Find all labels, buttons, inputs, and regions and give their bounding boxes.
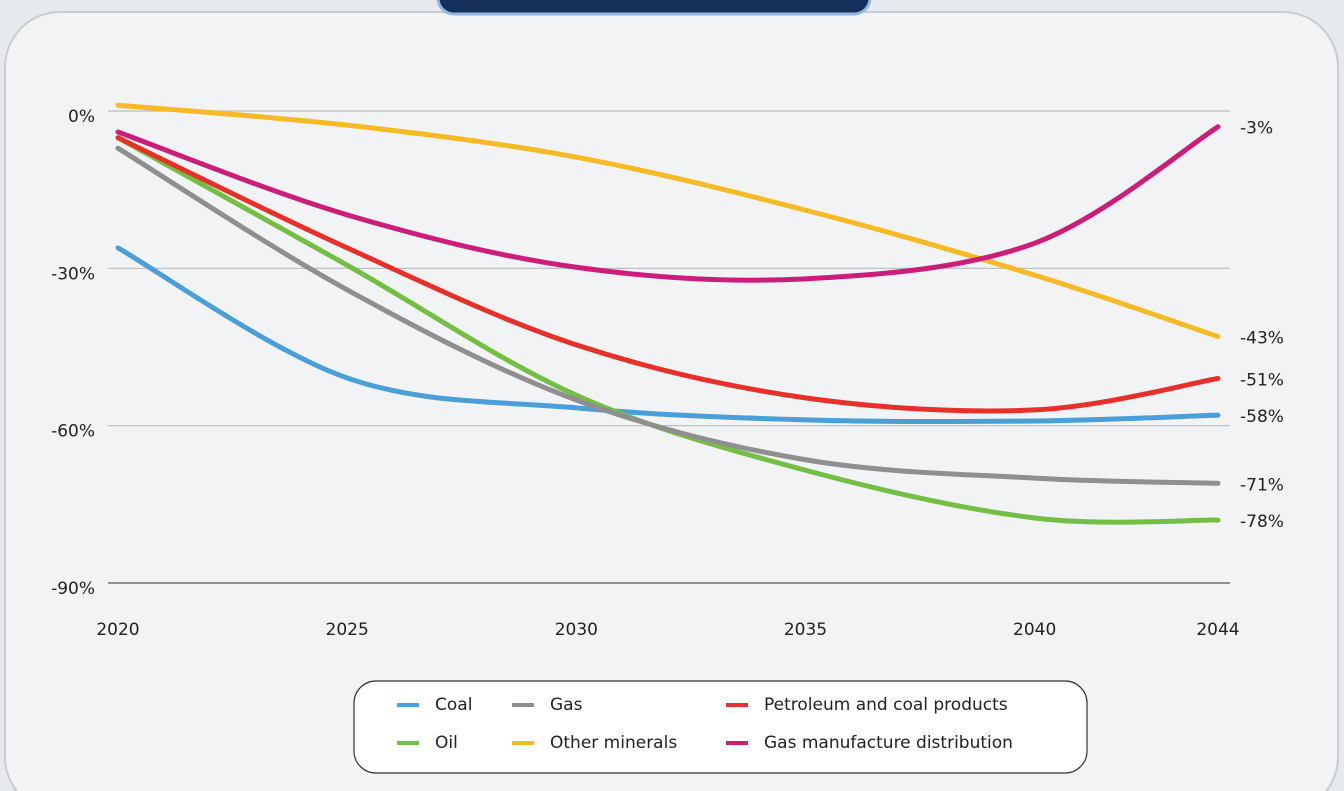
end-label: -43% (1240, 329, 1284, 349)
header-tab (436, 0, 872, 16)
legend-label: Gas (550, 695, 583, 715)
y-tick-label: -90% (51, 579, 95, 599)
series-line (115, 102, 1221, 340)
legend-label: Gas manufacture distribution (764, 733, 1013, 753)
y-tick-label: 0% (68, 107, 95, 127)
end-label: -71% (1240, 475, 1284, 495)
y-tick-label: -60% (51, 422, 95, 442)
x-tick-label: 2035 (784, 620, 827, 640)
series-line (115, 124, 1221, 283)
y-tick-label: -30% (51, 264, 95, 284)
legend-label: Coal (435, 695, 472, 715)
x-tick-label: 2025 (326, 620, 369, 640)
series-line (115, 145, 1221, 486)
end-label: -58% (1240, 407, 1284, 427)
x-tick-label: 2044 (1196, 620, 1239, 640)
end-label: -3% (1240, 119, 1273, 139)
legend-box (353, 680, 1088, 774)
x-tick-label: 2040 (1013, 620, 1056, 640)
series-line (115, 135, 1221, 414)
legend-label: Oil (435, 733, 458, 753)
panel (4, 11, 1339, 791)
series-line (115, 245, 1221, 425)
x-tick-label: 2020 (96, 620, 139, 640)
end-label: -78% (1240, 512, 1284, 532)
legend-label: Other minerals (550, 733, 677, 753)
x-tick-label: 2030 (555, 620, 598, 640)
legend-label: Petroleum and coal products (764, 695, 1008, 715)
end-label: -51% (1240, 370, 1284, 390)
